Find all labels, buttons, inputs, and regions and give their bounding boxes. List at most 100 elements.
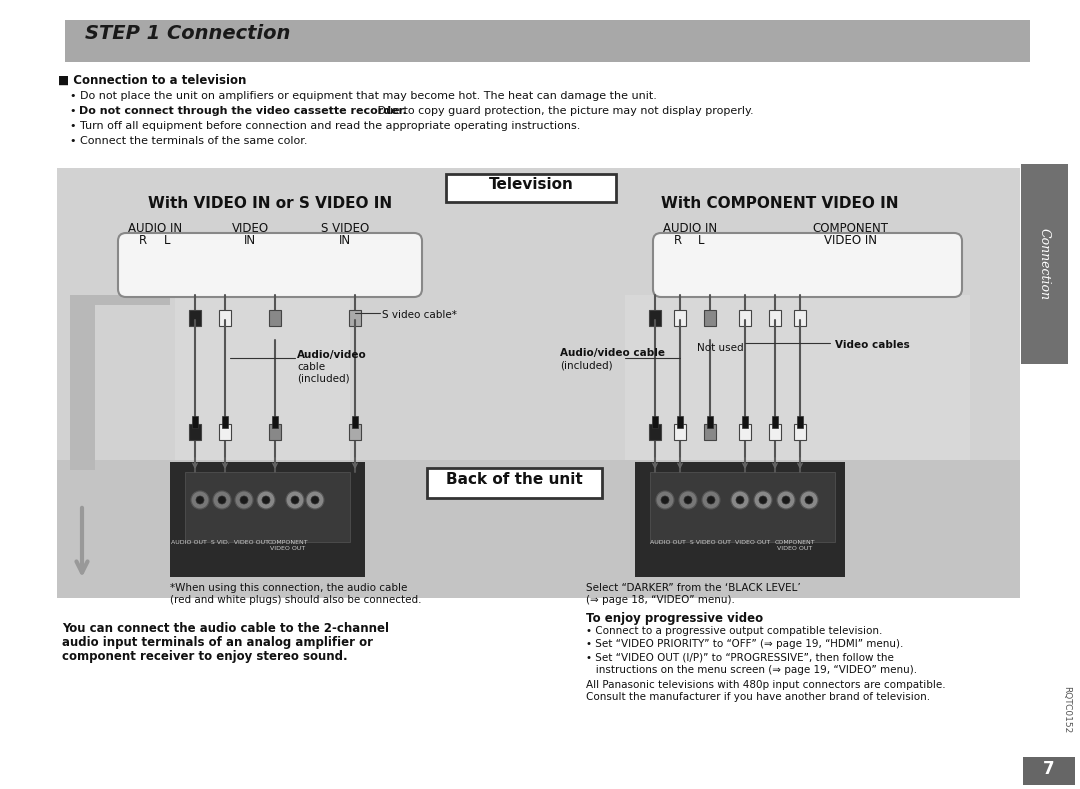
Circle shape (805, 496, 813, 504)
Text: Connection: Connection (1038, 228, 1051, 300)
Circle shape (235, 491, 253, 509)
Text: To enjoy progressive video: To enjoy progressive video (586, 612, 764, 625)
Circle shape (702, 491, 720, 509)
Circle shape (213, 491, 231, 509)
Text: All Panasonic televisions with 480p input connectors are compatible.: All Panasonic televisions with 480p inpu… (586, 680, 946, 690)
Circle shape (782, 496, 789, 504)
Bar (797, 416, 804, 428)
Circle shape (759, 496, 767, 504)
Text: AUDIO IN: AUDIO IN (663, 222, 717, 235)
Bar (650, 472, 835, 542)
Bar (674, 424, 686, 440)
Text: Consult the manufacturer if you have another brand of television.: Consult the manufacturer if you have ano… (586, 692, 930, 702)
Text: L: L (164, 234, 171, 247)
Circle shape (754, 491, 772, 509)
Text: VIDEO IN: VIDEO IN (824, 234, 877, 247)
Text: (included): (included) (297, 373, 350, 383)
Text: 7: 7 (1043, 760, 1055, 778)
Circle shape (684, 496, 692, 504)
Circle shape (661, 496, 669, 504)
Bar (772, 416, 778, 428)
Bar (1023, 757, 1075, 785)
Bar (189, 310, 201, 326)
Text: STEP 1 Connection: STEP 1 Connection (85, 24, 291, 43)
Bar (635, 462, 845, 577)
Bar (175, 295, 350, 460)
Circle shape (257, 491, 275, 509)
Text: S VIDEO: S VIDEO (321, 222, 369, 235)
Text: *When using this connection, the audio cable: *When using this connection, the audio c… (170, 583, 407, 593)
Text: VIDEO OUT: VIDEO OUT (778, 546, 812, 551)
Bar (269, 424, 281, 440)
Circle shape (218, 496, 226, 504)
Bar (219, 310, 231, 326)
Text: RQTC0152: RQTC0152 (1063, 686, 1071, 734)
Circle shape (191, 491, 210, 509)
Text: COMPONENT: COMPONENT (774, 540, 815, 545)
Bar (769, 424, 781, 440)
Text: AUDIO OUT  S VID.  VIDEO OUT: AUDIO OUT S VID. VIDEO OUT (171, 540, 269, 545)
Circle shape (800, 491, 818, 509)
Bar (219, 424, 231, 440)
Text: ■ Connection to a television: ■ Connection to a television (58, 74, 246, 87)
Text: Not used: Not used (697, 343, 743, 353)
Circle shape (262, 496, 270, 504)
Text: AUDIO OUT  S VIDEO OUT  VIDEO OUT: AUDIO OUT S VIDEO OUT VIDEO OUT (650, 540, 770, 545)
Text: AUDIO IN: AUDIO IN (127, 222, 183, 235)
Text: • Connect to a progressive output compatible television.: • Connect to a progressive output compat… (586, 626, 882, 636)
Bar (794, 310, 806, 326)
Text: (⇒ page 18, “VIDEO” menu).: (⇒ page 18, “VIDEO” menu). (586, 595, 734, 605)
Bar (742, 416, 748, 428)
Text: (red and white plugs) should also be connected.: (red and white plugs) should also be con… (170, 595, 421, 605)
FancyBboxPatch shape (653, 233, 962, 297)
Text: instructions on the menu screen (⇒ page 19, “VIDEO” menu).: instructions on the menu screen (⇒ page … (586, 665, 917, 675)
Text: S video cable*: S video cable* (382, 310, 457, 320)
Text: • Turn off all equipment before connection and read the appropriate operating in: • Turn off all equipment before connecti… (70, 121, 580, 131)
Bar (189, 424, 201, 440)
Bar (707, 416, 713, 428)
Text: COMPONENT: COMPONENT (812, 222, 888, 235)
Circle shape (707, 496, 715, 504)
Bar (674, 310, 686, 326)
Text: Select “DARKER” from the ‘BLACK LEVEL’: Select “DARKER” from the ‘BLACK LEVEL’ (586, 583, 800, 593)
Bar (704, 424, 716, 440)
Text: With COMPONENT VIDEO IN: With COMPONENT VIDEO IN (661, 196, 899, 211)
Bar (185, 472, 350, 542)
Bar (739, 310, 751, 326)
Text: COMPONENT: COMPONENT (268, 540, 308, 545)
Bar (170, 462, 365, 577)
Bar (352, 416, 357, 428)
Text: With VIDEO IN or S VIDEO IN: With VIDEO IN or S VIDEO IN (148, 196, 392, 211)
Circle shape (777, 491, 795, 509)
Text: •: • (70, 106, 80, 116)
Text: cable: cable (297, 362, 325, 372)
Text: VIDEO OUT: VIDEO OUT (270, 546, 306, 551)
Bar (1021, 164, 1068, 364)
Bar (70, 295, 95, 470)
Bar (704, 310, 716, 326)
FancyBboxPatch shape (118, 233, 422, 297)
Circle shape (291, 496, 299, 504)
Bar (222, 416, 228, 428)
Text: Back of the unit: Back of the unit (446, 472, 582, 487)
Text: Television: Television (488, 177, 573, 192)
Bar (272, 416, 278, 428)
Text: IN: IN (339, 234, 351, 247)
Text: IN: IN (244, 234, 256, 247)
Text: • Connect the terminals of the same color.: • Connect the terminals of the same colo… (70, 136, 308, 146)
Bar (70, 295, 170, 305)
Bar (192, 416, 198, 428)
Bar (769, 310, 781, 326)
Bar (794, 424, 806, 440)
Text: Audio/video: Audio/video (297, 350, 367, 360)
Circle shape (240, 496, 248, 504)
Text: audio input terminals of an analog amplifier or: audio input terminals of an analog ampli… (62, 636, 373, 649)
Text: • Do not place the unit on amplifiers or equipment that may become hot. The heat: • Do not place the unit on amplifiers or… (70, 91, 657, 101)
Text: • Set “VIDEO OUT (I/P)” to “PROGRESSIVE”, then follow the: • Set “VIDEO OUT (I/P)” to “PROGRESSIVE”… (586, 652, 894, 662)
Bar (649, 310, 661, 326)
Text: VIDEO: VIDEO (231, 222, 269, 235)
Bar (349, 310, 361, 326)
Text: L: L (698, 234, 704, 247)
Bar (739, 424, 751, 440)
Bar (65, 20, 1030, 62)
